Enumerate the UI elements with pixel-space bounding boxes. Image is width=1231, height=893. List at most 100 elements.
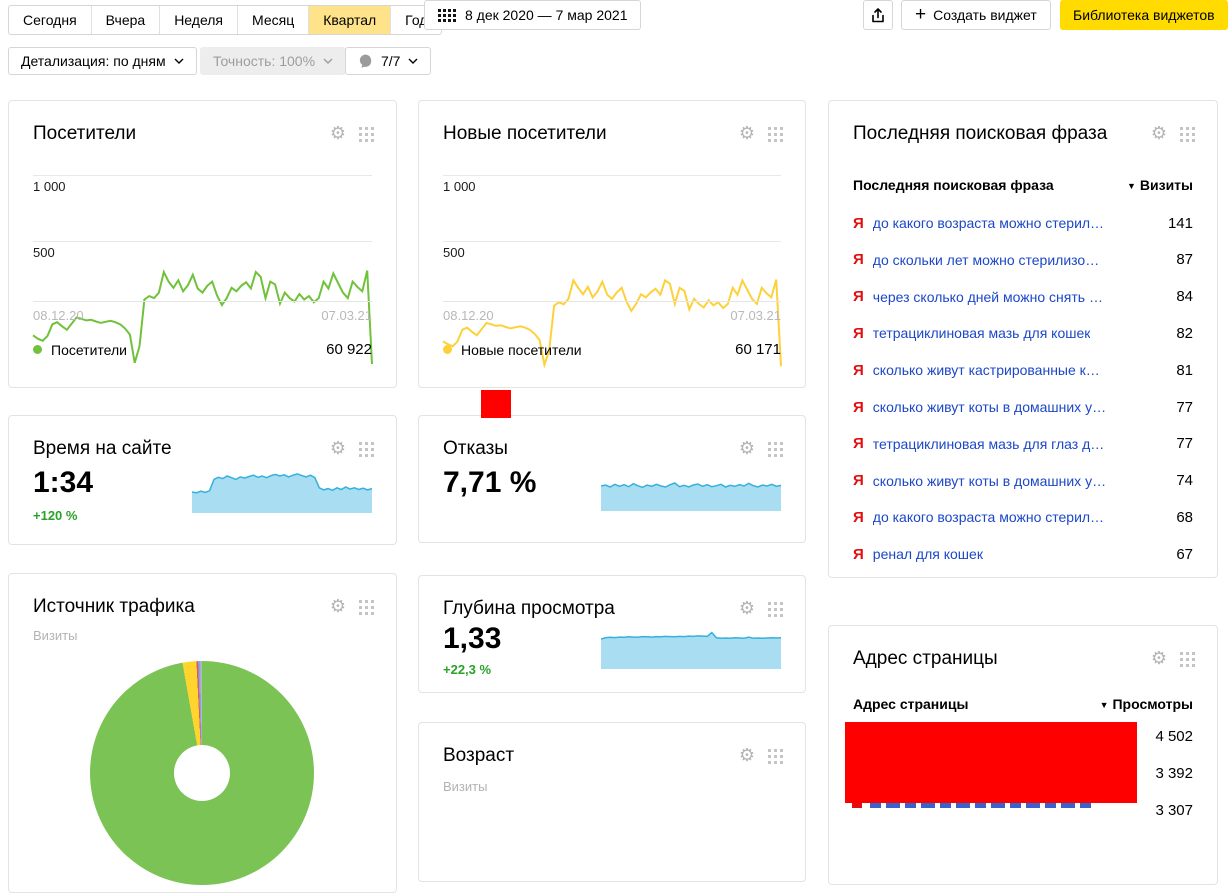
widget-title: Последняя поисковая фраза xyxy=(853,123,1108,144)
drag-handle-icon[interactable] xyxy=(768,601,783,617)
search-phrase-link[interactable]: сколько живут коты в домашних у… xyxy=(872,399,1107,415)
gear-icon[interactable]: ⚙ xyxy=(329,596,346,617)
detalization-label: Детализация: по дням xyxy=(21,53,166,69)
drag-handle-icon[interactable] xyxy=(359,441,374,457)
visits-value: 74 xyxy=(1176,472,1193,490)
widget-library-label: Библиотека виджетов xyxy=(1073,7,1215,23)
period-today[interactable]: Сегодня xyxy=(23,12,77,28)
gear-icon[interactable]: ⚙ xyxy=(738,438,755,459)
export-button[interactable] xyxy=(863,0,893,30)
period-quarter[interactable]: Квартал xyxy=(308,6,391,34)
drag-handle-icon[interactable] xyxy=(768,748,783,764)
gear-icon[interactable]: ⚙ xyxy=(329,123,346,144)
time-on-site-sparkline[interactable] xyxy=(192,471,372,513)
search-phrase-link[interactable]: сколько живут коты в домашних у… xyxy=(872,472,1107,489)
column-header-visits[interactable]: ▼ Визиты xyxy=(1126,177,1193,193)
table-row: 3 392 xyxy=(853,761,1193,785)
gridline-1000 xyxy=(443,175,781,176)
kpi-delta: +120 % xyxy=(33,508,78,523)
widget-title: Время на сайте xyxy=(33,438,172,459)
table-row: Я тетрациклиновая мазь для глаз д… 77 xyxy=(853,432,1193,456)
drag-handle-icon[interactable] xyxy=(1180,651,1195,667)
sort-desc-icon: ▼ xyxy=(1126,181,1136,191)
search-phrase-link[interactable]: до какого возраста можно стерил… xyxy=(872,215,1105,231)
widget-title: Посетители xyxy=(33,123,137,144)
visits-value: 141 xyxy=(1167,214,1193,232)
comments-count: 7/7 xyxy=(381,53,401,69)
x-axis-line xyxy=(443,301,781,302)
chevron-down-icon xyxy=(408,58,418,64)
table-row: Я ренал для кошек 67 xyxy=(853,542,1193,566)
gear-icon[interactable]: ⚙ xyxy=(329,438,346,459)
search-phrase-link[interactable]: тетрациклиновая мазь для кошек xyxy=(872,325,1091,342)
widget-library-button[interactable]: Библиотека виджетов xyxy=(1060,0,1228,30)
widget-traffic-source: Источник трафика Визиты ⚙ xyxy=(8,573,397,893)
gridline-500 xyxy=(443,241,781,242)
calendar-icon xyxy=(438,8,456,22)
widget-depth: Глубина просмотра ⚙ 1,33 +22,3 % xyxy=(418,575,806,693)
period-week[interactable]: Неделя xyxy=(159,6,237,34)
depth-sparkline[interactable] xyxy=(601,621,781,669)
gear-icon[interactable]: ⚙ xyxy=(1150,123,1167,144)
search-phrase-link[interactable]: сколько живут кастрированные к… xyxy=(872,362,1100,379)
legend-total: 60 171 xyxy=(735,341,781,358)
x-axis-line xyxy=(33,301,372,302)
widget-title: Источник трафика xyxy=(33,596,195,617)
detalization-dropdown[interactable]: Детализация: по дням xyxy=(8,47,197,75)
widget-age: Возраст Визиты ⚙ xyxy=(418,722,806,882)
drag-handle-icon[interactable] xyxy=(359,599,374,615)
column-header-views[interactable]: ▼ Просмотры xyxy=(1099,696,1193,712)
widget-subtitle: Визиты xyxy=(33,628,78,643)
period-yesterday[interactable]: Вчера xyxy=(90,6,160,34)
kpi-value: 1,33 xyxy=(443,622,502,655)
drag-handle-icon[interactable] xyxy=(768,126,783,142)
column-header-url[interactable]: Адрес страницы xyxy=(853,696,969,712)
gear-icon[interactable]: ⚙ xyxy=(738,123,755,144)
new-visitors-line-chart[interactable] xyxy=(442,261,782,371)
widget-title: Отказы xyxy=(443,438,508,459)
precision-dropdown[interactable]: Точность: 100% xyxy=(200,47,347,75)
comments-dropdown[interactable]: 7/7 xyxy=(345,47,432,75)
drag-handle-icon[interactable] xyxy=(1180,126,1195,142)
table-row: Я до скольки лет можно стерилизо… 87 xyxy=(853,248,1193,272)
create-widget-button[interactable]: + Создать виджет xyxy=(901,0,1051,30)
gear-icon[interactable]: ⚙ xyxy=(738,598,755,619)
visitors-line-chart[interactable] xyxy=(32,261,373,371)
legend-dot-yellow xyxy=(443,345,452,354)
x-axis-end-date: 07.03.21 xyxy=(321,308,372,323)
column-header-phrase[interactable]: Последняя поисковая фраза xyxy=(853,177,1054,193)
views-value: 4 502 xyxy=(1155,727,1193,745)
table-row: Я сколько живут коты в домашних у… 77 xyxy=(853,395,1193,419)
gridline-500 xyxy=(33,241,372,242)
visits-value: 77 xyxy=(1176,435,1193,453)
bounces-sparkline[interactable] xyxy=(601,471,781,511)
search-phrase-link[interactable]: до какого возраста можно стерил… xyxy=(872,509,1105,526)
search-phrase-link[interactable]: тетрациклиновая мазь для глаз д… xyxy=(872,435,1105,452)
period-selector: Сегодня Вчера Неделя Месяц Квартал Год xyxy=(8,5,443,35)
search-phrase-link[interactable]: до скольки лет можно стерилизо… xyxy=(872,251,1100,268)
period-month[interactable]: Месяц xyxy=(237,6,308,34)
table-row: Я тетрациклиновая мазь для кошек 82 xyxy=(853,321,1193,345)
y-axis-label: 500 xyxy=(33,245,55,260)
yandex-icon: Я xyxy=(853,361,864,379)
date-range-label: 8 дек 2020 — 7 мар 2021 xyxy=(465,7,628,23)
period-year[interactable]: Год xyxy=(390,6,441,34)
drag-handle-icon[interactable] xyxy=(768,441,783,457)
table-row: Я сколько живут кастрированные к… 81 xyxy=(853,358,1193,382)
visits-value: 81 xyxy=(1176,361,1193,379)
donut-hole xyxy=(174,745,230,801)
gear-icon[interactable]: ⚙ xyxy=(1150,648,1167,669)
gear-icon[interactable]: ⚙ xyxy=(738,745,755,766)
yandex-icon: Я xyxy=(853,324,864,342)
drag-handle-icon[interactable] xyxy=(359,126,374,142)
kpi-value: 7,71 % xyxy=(443,466,537,499)
date-range-button[interactable]: 8 дек 2020 — 7 мар 2021 xyxy=(424,0,642,30)
visits-value: 77 xyxy=(1176,398,1193,416)
yandex-icon: Я xyxy=(853,398,864,416)
search-phrase-link[interactable]: ренал для кошек xyxy=(872,546,983,563)
widget-new-visitors: Новые посетители ⚙ 1 000 500 08.12.20 07… xyxy=(418,100,806,388)
x-axis-start-date: 08.12.20 xyxy=(443,308,494,323)
table-row: Я сколько живут коты в домашних у… 74 xyxy=(853,469,1193,493)
table-row: Я через сколько дней можно снять … 84 xyxy=(853,285,1193,309)
search-phrase-link[interactable]: через сколько дней можно снять … xyxy=(872,288,1103,305)
